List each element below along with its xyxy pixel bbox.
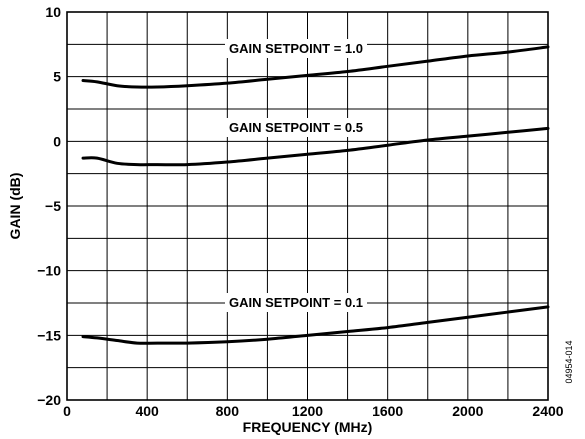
series-line-1 — [81, 45, 550, 89]
figure-code: 04954-014 — [564, 340, 574, 383]
plot-frame — [66, 11, 549, 401]
y-tick-label: −10 — [37, 263, 61, 279]
x-tick-label: 400 — [135, 403, 159, 419]
y-tick-label: −20 — [37, 392, 61, 408]
y-tick-label: 10 — [45, 4, 61, 20]
series-line-2 — [81, 126, 550, 167]
x-tick-label: 0 — [63, 403, 71, 419]
series-group — [81, 45, 550, 345]
annotation-background — [224, 293, 368, 312]
x-tick-label: 800 — [216, 403, 240, 419]
y-tick-label: −15 — [37, 327, 61, 343]
annotation-gain-setpoint-1: GAIN SETPOINT = 1.0 — [229, 41, 363, 56]
annotations: GAIN SETPOINT = 1.0 GAIN SETPOINT = 0.5 GA… — [224, 39, 368, 312]
annotation-gain-setpoint-2: GAIN SETPOINT = 0.5 — [229, 120, 363, 135]
y-tick-label: −5 — [45, 198, 61, 214]
y-tick-label: 5 — [53, 69, 61, 85]
x-tick-label: 1600 — [372, 403, 403, 419]
x-tick-label: 2000 — [452, 403, 483, 419]
annotation-background — [224, 39, 368, 58]
x-axis-label: FREQUENCY (MHz) — [243, 419, 373, 435]
y-tick-labels: 10 5 0 −5 −10 −15 −20 — [37, 4, 61, 408]
series-line-3 — [81, 305, 550, 345]
x-tick-labels: 0 400 800 1200 1600 2000 2400 — [63, 403, 564, 419]
x-tick-label: 2400 — [532, 403, 563, 419]
x-tick-label: 1200 — [292, 403, 323, 419]
y-axis-label: GAIN (dB) — [7, 173, 23, 240]
annotation-gain-setpoint-3: GAIN SETPOINT = 0.1 — [229, 295, 363, 310]
annotation-background — [224, 118, 368, 137]
y-tick-label: 0 — [53, 133, 61, 149]
